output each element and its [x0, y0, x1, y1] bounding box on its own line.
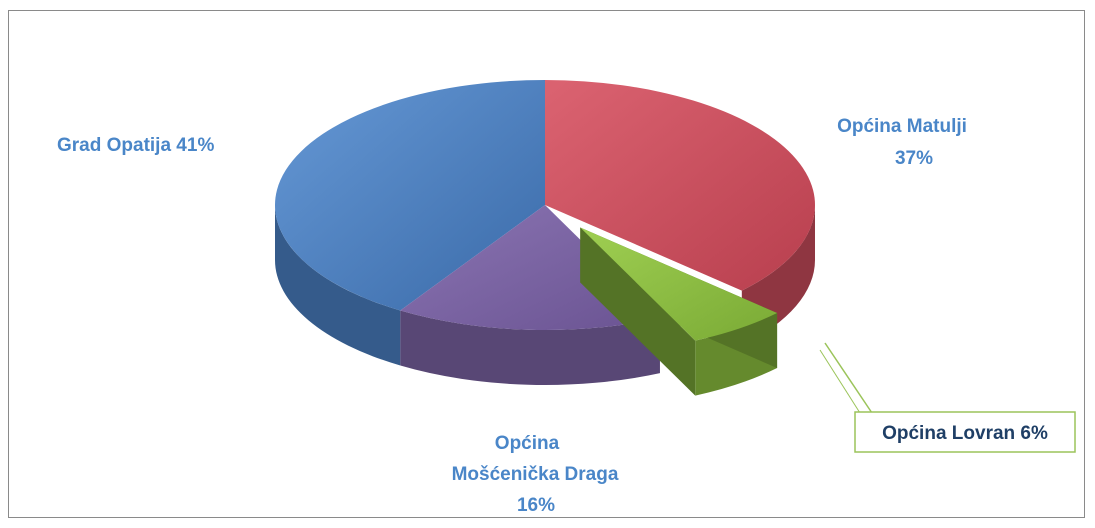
label-opcina-lovran: Općina Lovran 6%	[882, 423, 1048, 444]
slice-side-opcina-moscenicka-draga	[400, 310, 660, 386]
callout-box	[854, 411, 1076, 453]
callout-leader-line	[824, 342, 873, 414]
label-moscenicka-value: 16%	[517, 495, 555, 516]
label-opcina-matulji-name: Općina Matulji	[837, 116, 967, 137]
slice-side-grad-opatija	[275, 205, 401, 366]
slice-cut-opcina-lovran-1	[580, 227, 696, 396]
label-grad-opatija: Grad Opatija 41%	[57, 135, 214, 156]
slice-opcina-moscenicka-draga	[400, 205, 660, 330]
label-moscenicka-line1: Općina	[495, 433, 560, 454]
slice-opcina-matulji	[545, 80, 816, 291]
label-moscenicka-line2: Mošćenička Draga	[452, 464, 619, 485]
slice-opcina-lovran	[580, 227, 778, 341]
label-opcina-matulji-value: 37%	[895, 148, 933, 169]
slice-grad-opatija	[274, 80, 545, 311]
callout-leader-line-2	[819, 349, 861, 414]
